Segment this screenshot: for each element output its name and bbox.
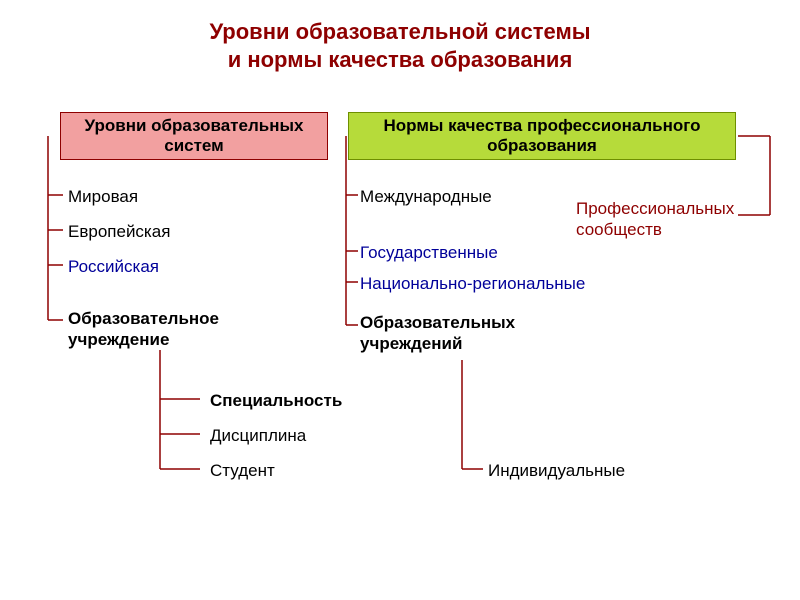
center-item-0: Международные (360, 186, 492, 207)
bottom-left-item-1: Дисциплина (210, 425, 306, 446)
left-item-2: Российская (68, 256, 159, 277)
right-item: Профессиональных сообществ (576, 198, 776, 241)
items-layer: Мировая Европейская Российская Образователь… (0, 0, 800, 600)
center-item-1: Государственные (360, 242, 498, 263)
left-item-1: Европейская (68, 221, 170, 242)
bottom-left-item-2: Студент (210, 460, 275, 481)
center-item-2: Национально-региональные (360, 273, 585, 294)
bottom-right-item: Индивидуальные (488, 460, 625, 481)
center-item-3: Образовательных учреждений (360, 312, 580, 355)
bottom-left-item-0: Специальность (210, 390, 342, 411)
left-item-0: Мировая (68, 186, 138, 207)
left-item-3: Образовательное учреждение (68, 308, 288, 351)
